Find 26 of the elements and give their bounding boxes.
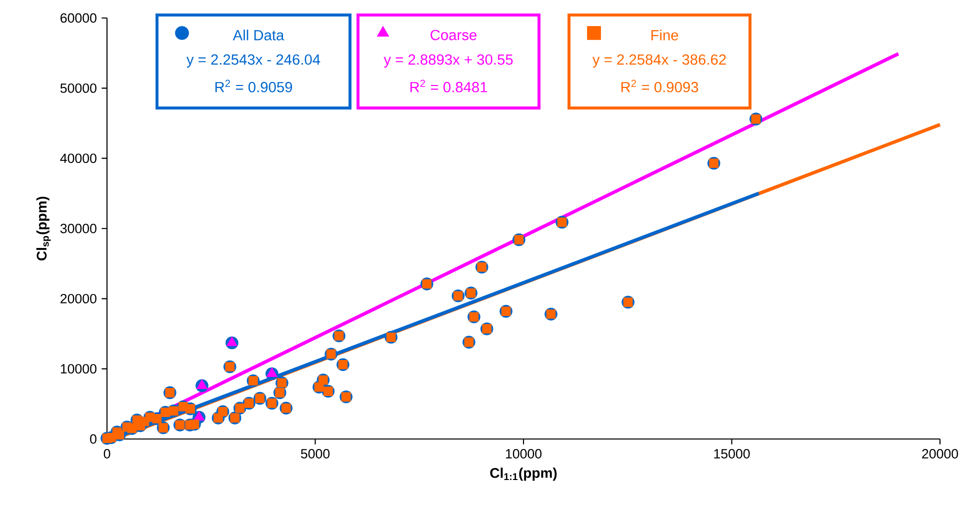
text: Coarse <box>430 30 476 40</box>
y-tick-label: 20000 <box>60 294 96 304</box>
annotation: R$^{2}$ = 0.9093 <box>621 80 698 92</box>
y-tick-label: 50000 <box>60 83 96 93</box>
point <box>226 336 238 346</box>
y-axis-title: Cl$_{sp}$(ppm) <box>36 196 51 260</box>
text: Fine <box>651 30 678 40</box>
y-tick-label: 40000 <box>60 154 96 164</box>
x-tick-label: 5000 <box>300 449 330 458</box>
text: All Data <box>232 30 284 40</box>
y-tick-label: 10000 <box>60 364 96 374</box>
y-tick-label: 30000 <box>60 224 96 234</box>
x-axis-title: Cl$_{1:1}$(ppm) <box>490 468 557 481</box>
annotation: R$^{2}$ = 0.8481 <box>410 80 488 92</box>
point <box>194 410 205 421</box>
x-tick-label: 10000 <box>506 449 542 458</box>
x-tick-label: 20000 <box>922 449 958 458</box>
annotation: R$^{2}$ = 0.9059 <box>215 80 292 92</box>
point <box>266 367 278 378</box>
x-tick-label: 0 <box>104 449 110 458</box>
annotation: y = 2.8893x + 30.55 <box>384 54 513 68</box>
annotation: y = 2.2543x - 246.04 <box>186 54 320 68</box>
x-tick-label: 15000 <box>714 449 750 458</box>
annotation: y = 2.2584x - 386.62 <box>592 54 726 68</box>
y-tick-label: 60000 <box>60 13 96 23</box>
y-tick-label: 0 <box>90 434 96 444</box>
